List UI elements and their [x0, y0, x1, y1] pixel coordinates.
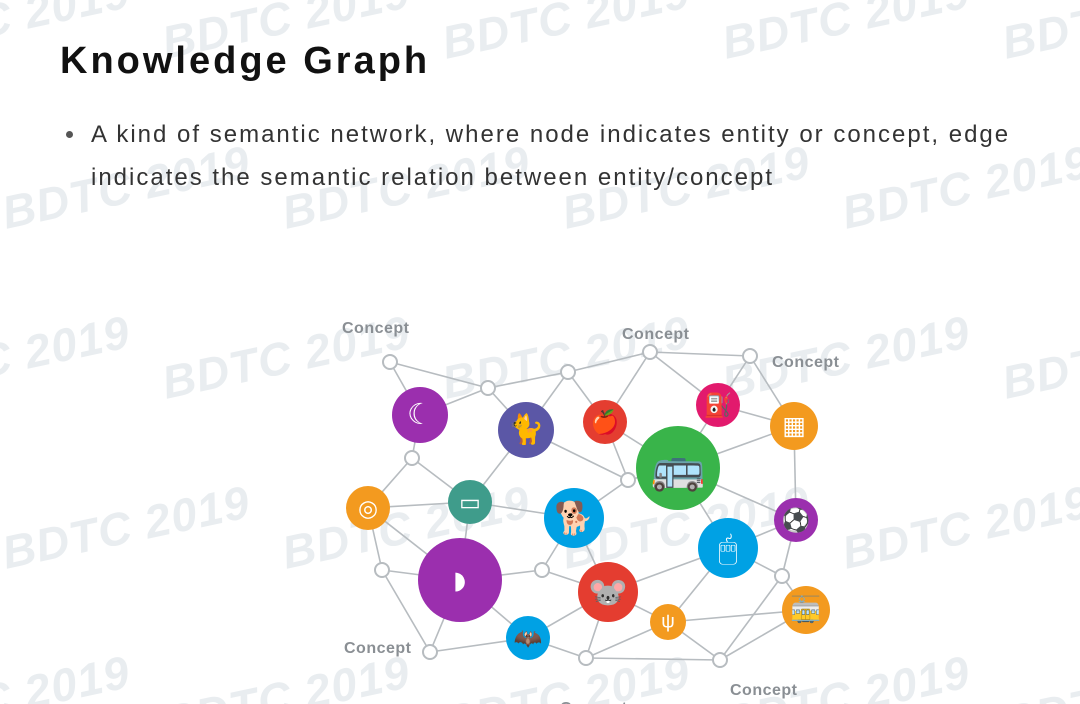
- graph-node-glyph-compass: ◎: [358, 495, 378, 521]
- graph-small-node: [643, 345, 657, 359]
- graph-small-node: [713, 653, 727, 667]
- concept-label-4: Concept: [560, 700, 628, 704]
- graph-node-glyph-soccer: ⚽: [781, 507, 811, 534]
- graph-small-node: [579, 651, 593, 665]
- graph-node-glyph-bat: 🦇: [514, 625, 543, 651]
- graph-edge: [568, 352, 650, 372]
- bullet-text: A kind of semantic network, where node i…: [91, 113, 1020, 199]
- graph-node-glyph-moon: ☾: [407, 399, 433, 431]
- graph-small-node: [535, 563, 549, 577]
- graph-node-glyph-usb: ψ: [661, 612, 675, 633]
- concept-label-3: Concept: [344, 640, 412, 658]
- bullet-item: A kind of semantic network, where node i…: [66, 113, 1020, 199]
- graph-node-glyph-tram: 🚋: [790, 595, 821, 624]
- graph-small-node: [423, 645, 437, 659]
- graph-small-node: [743, 349, 757, 363]
- concept-label-2: Concept: [772, 354, 840, 372]
- graph-node-glyph-fuel: ⛽: [704, 392, 733, 419]
- graph-node-glyph-dog: 🐕: [554, 500, 594, 536]
- graph-node-glyph-melon: ◗: [447, 556, 474, 605]
- graph-small-node: [383, 355, 397, 369]
- graph-node-glyph-bus: 🚌: [651, 444, 706, 493]
- graph-edge: [720, 576, 782, 660]
- concept-label-0: Concept: [342, 320, 410, 338]
- bullet-dot-icon: [66, 131, 73, 138]
- graph-small-node: [481, 381, 495, 395]
- graph-node-glyph-cat: 🐈: [508, 412, 544, 446]
- graph-small-node: [375, 563, 389, 577]
- graph-node-glyph-mouse: 🖱: [718, 530, 737, 566]
- concept-label-5: Concept: [730, 682, 798, 700]
- graph-node-glyph-apple: 🍎: [591, 408, 620, 436]
- concept-label-1: Concept: [622, 326, 690, 344]
- graph-small-node: [621, 473, 635, 487]
- knowledge-graph-diagram: ☾ 🐈 🍎 ⛽ ▦ 🚌 ▭ ◎ 🐕 ⚽ 🖱 ◗ 🐭 ψ 🦇 🚋 Concept Concept Concept Co…: [320, 310, 860, 704]
- graph-edge: [586, 658, 720, 660]
- graph-edge: [650, 352, 750, 356]
- graph-edge: [488, 372, 568, 388]
- graph-small-node: [561, 365, 575, 379]
- graph-node-glyph-device: ▭: [459, 489, 481, 515]
- graph-small-node: [775, 569, 789, 583]
- graph-node-glyph-mouse2: 🐭: [588, 574, 628, 610]
- graph-small-node: [405, 451, 419, 465]
- graph-edge: [390, 362, 488, 388]
- page-title: Knowledge Graph: [60, 40, 1020, 83]
- graph-node-glyph-grid: ▦: [782, 412, 806, 440]
